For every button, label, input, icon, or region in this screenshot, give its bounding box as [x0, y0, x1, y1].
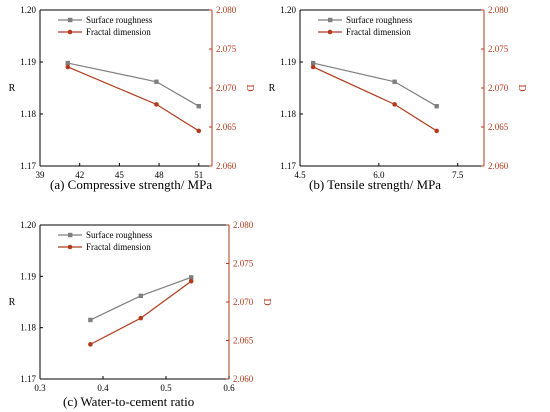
x-tick-label: 48	[155, 170, 165, 180]
legend-marker	[68, 17, 73, 23]
y2-axis-label: D	[244, 84, 255, 91]
y2-tick-label: 2.075	[488, 44, 509, 54]
data-point-fractal-dimension	[65, 64, 71, 70]
y-axis-label: R	[9, 83, 16, 94]
x-tick-label: 6.0	[373, 170, 385, 180]
data-point-surface-roughness	[310, 60, 316, 66]
panel-caption: (c) Water-to-cement ratio	[63, 394, 194, 409]
y2-tick-label: 2.070	[216, 83, 237, 93]
data-point-surface-roughness	[189, 275, 194, 280]
x-tick-label: 4.5	[294, 170, 306, 180]
y2-axis-label: D	[516, 84, 527, 91]
y-tick-label: 1.19	[20, 57, 36, 67]
chart-panel-c: 0.3 0.4 0.5 0.6 1.17 1.18 1.19 1.20 2.060 2.065 2.…	[9, 220, 272, 409]
panel-caption: (a) Compressive strength/ MPa	[50, 177, 212, 192]
y-tick-label: 1.18	[280, 109, 296, 119]
y-axis-label: R	[9, 297, 16, 308]
legend-label: Fractal dimension	[86, 27, 151, 37]
x-tick-label: 0.3	[34, 383, 46, 393]
legend-marker	[67, 29, 73, 35]
data-point-surface-roughness	[138, 293, 143, 299]
x-tick-label: 7.5	[452, 170, 464, 180]
y2-tick-label: 2.070	[233, 297, 254, 307]
y-tick-label: 1.17	[20, 161, 36, 171]
legend-label: Surface roughness	[86, 230, 153, 240]
data-point-fractal-dimension	[392, 102, 397, 107]
y-tick-label: 1.17	[20, 374, 36, 384]
y2-tick-label: 2.080	[488, 5, 509, 15]
data-point-surface-roughness	[88, 317, 93, 323]
data-point-surface-roughness	[196, 104, 201, 109]
panel-caption: (b) Tensile strength/ MPa	[309, 177, 441, 192]
y2-tick-label: 2.060	[233, 374, 254, 384]
y2-tick-label: 2.065	[233, 336, 254, 346]
series-line-surface-roughness	[67, 62, 200, 107]
data-point-fractal-dimension	[310, 64, 316, 70]
y2-axis-label: D	[261, 298, 272, 305]
series-line-surface-roughness	[313, 62, 437, 107]
y2-tick-label: 2.075	[233, 259, 254, 269]
chart-panel-a: 39 42 45 48 51 1.17 1.18 1.19 1.20 2.060 2.065 2.07…	[9, 5, 255, 192]
legend-label: Surface roughness	[346, 15, 413, 25]
y-tick-label: 1.18	[20, 323, 36, 333]
legend-label: Fractal dimension	[346, 27, 411, 37]
data-point-surface-roughness	[65, 60, 70, 66]
y2-tick-label: 2.060	[488, 161, 509, 171]
data-point-fractal-dimension	[196, 128, 202, 134]
y-axis-label: R	[269, 83, 276, 94]
y-tick-label: 1.20	[280, 5, 296, 15]
y2-tick-label: 2.080	[233, 220, 254, 230]
legend-label: Fractal dimension	[86, 242, 151, 252]
series-line-fractal-dimension	[312, 66, 438, 132]
data-point-fractal-dimension	[88, 342, 93, 347]
legend-label: Surface roughness	[86, 15, 153, 25]
legend-marker	[327, 29, 333, 35]
chart-panel-b: 4.5 6.0 7.5 1.17 1.18 1.19 1.20 2.060 2.065 2.070…	[269, 5, 527, 192]
x-tick-label: 0.4	[97, 383, 109, 393]
y2-tick-label: 2.070	[488, 83, 509, 93]
x-tick-label: 0.6	[223, 383, 235, 393]
y2-tick-label: 2.065	[488, 122, 509, 132]
y-tick-label: 1.20	[20, 5, 36, 15]
y2-tick-label: 2.060	[216, 161, 237, 171]
x-tick-label: 39	[36, 170, 46, 180]
legend-marker	[67, 244, 73, 250]
x-tick-label: 42	[75, 170, 84, 180]
data-point-fractal-dimension	[154, 102, 159, 107]
x-tick-label: 0.5	[160, 383, 172, 393]
y-tick-label: 1.19	[20, 271, 36, 281]
data-point-fractal-dimension	[434, 128, 439, 134]
data-point-surface-roughness	[392, 79, 397, 84]
y-tick-label: 1.20	[20, 220, 36, 230]
legend-marker	[328, 17, 333, 23]
x-tick-label: 45	[115, 170, 125, 180]
x-tick-label: 51	[194, 170, 203, 180]
y2-tick-label: 2.065	[216, 122, 237, 132]
data-point-fractal-dimension	[188, 278, 194, 284]
legend-marker	[68, 232, 73, 238]
y2-tick-label: 2.075	[216, 44, 237, 54]
series-line-surface-roughness	[90, 276, 192, 321]
y-tick-label: 1.17	[280, 161, 296, 171]
y-tick-label: 1.19	[280, 57, 296, 67]
data-point-surface-roughness	[434, 104, 439, 109]
y2-tick-label: 2.080	[216, 5, 237, 15]
y-tick-label: 1.18	[20, 109, 36, 119]
data-point-surface-roughness	[154, 79, 159, 84]
data-point-fractal-dimension	[138, 315, 144, 321]
